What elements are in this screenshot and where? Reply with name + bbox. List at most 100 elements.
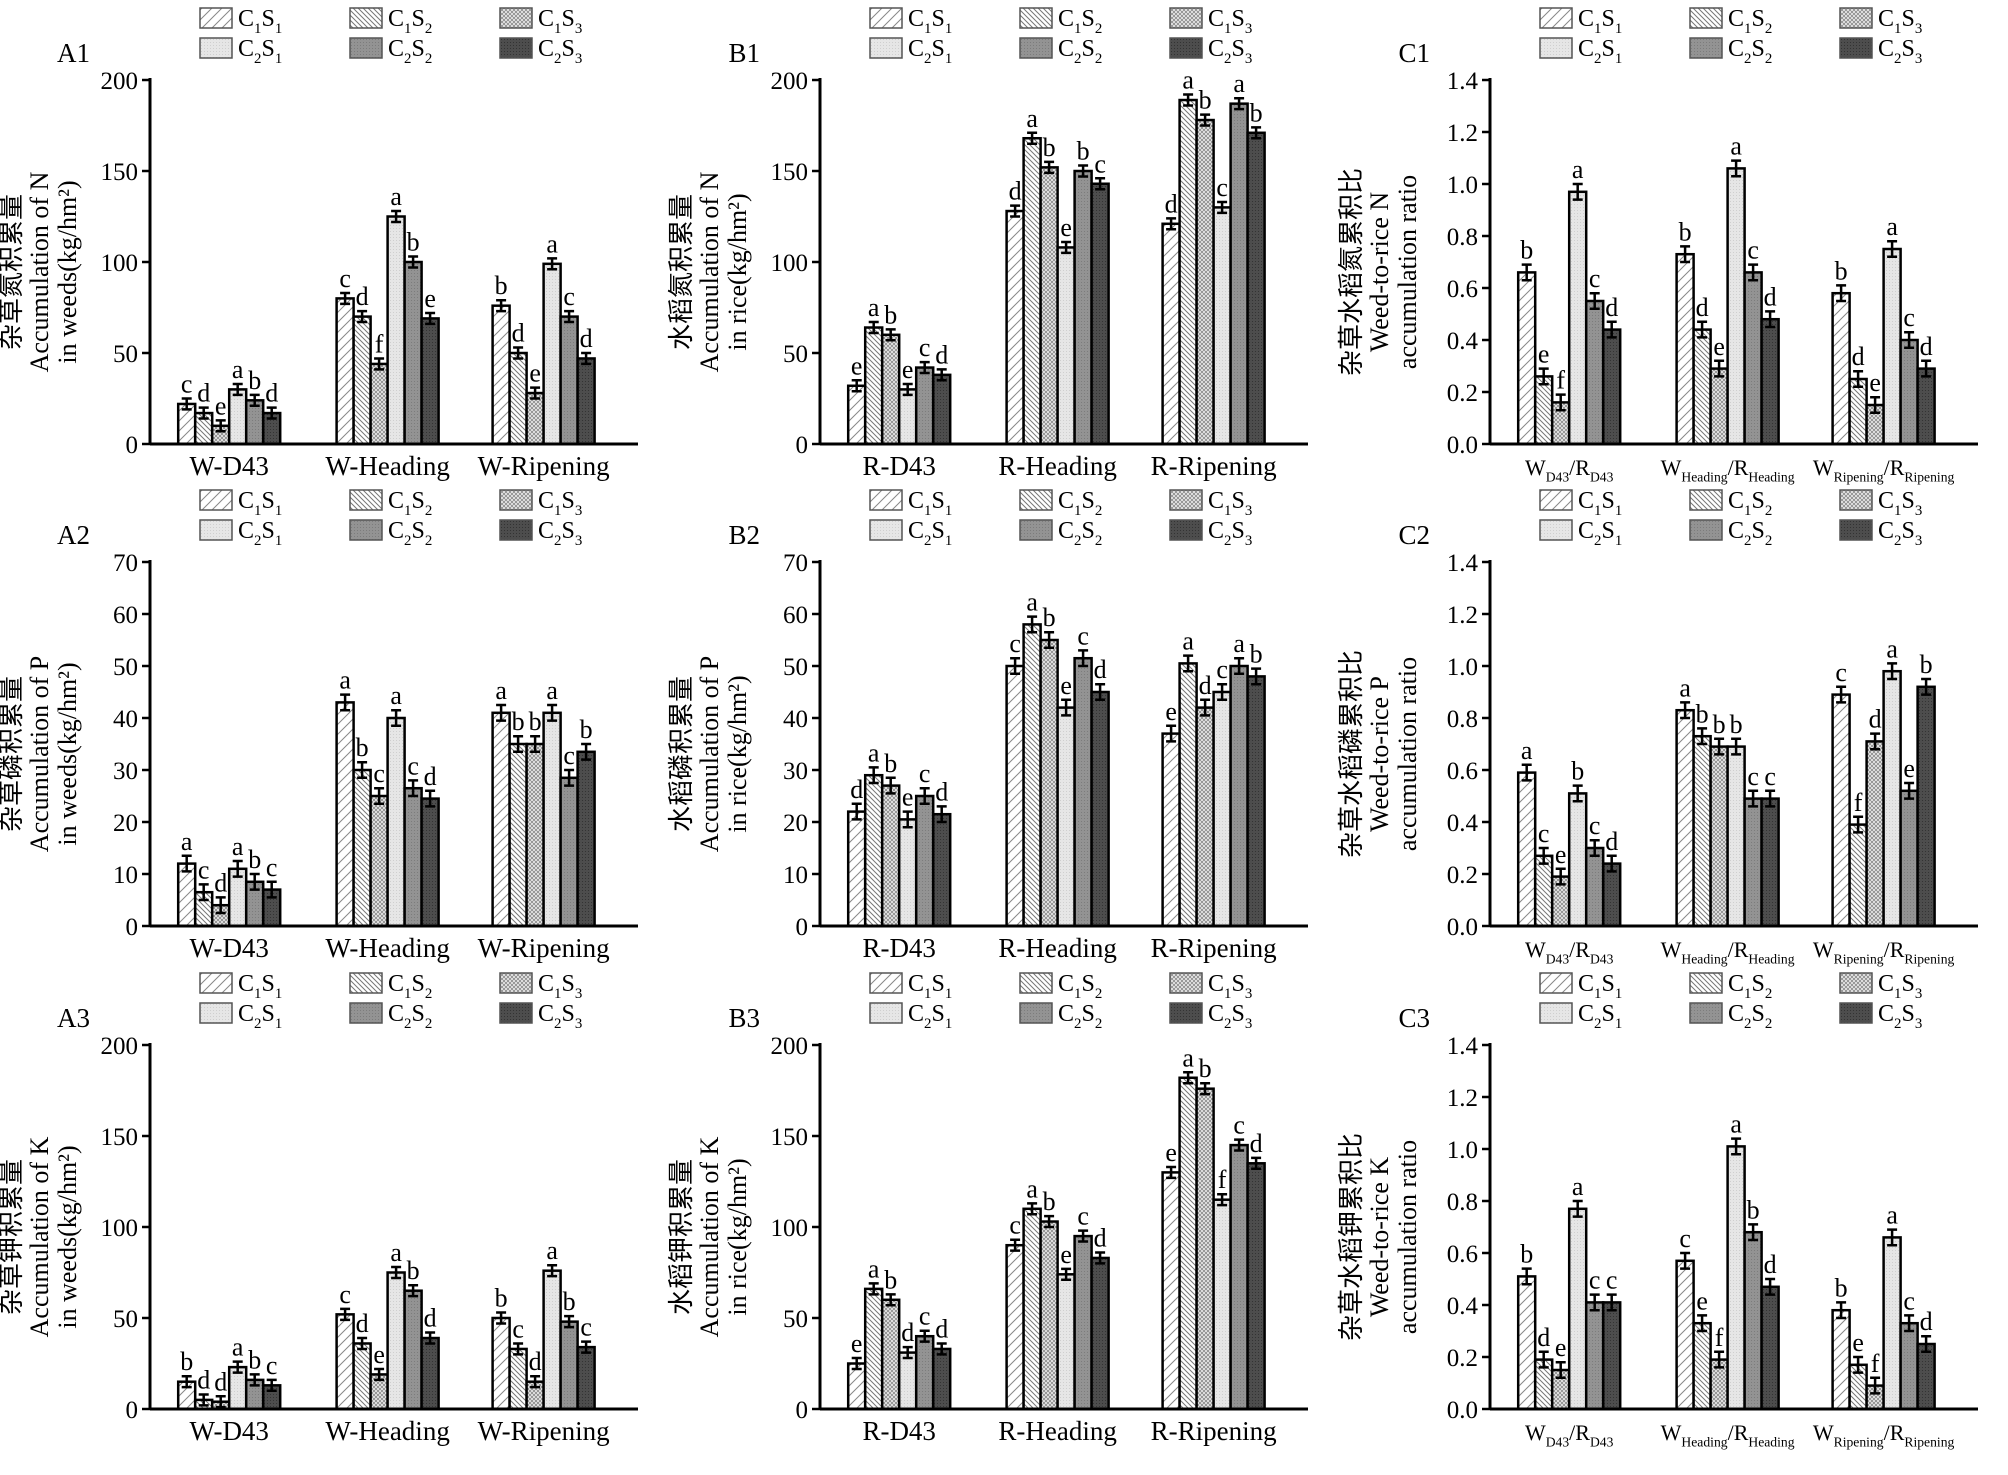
y-tick-label: 100	[101, 250, 139, 277]
error-bar	[530, 386, 541, 400]
text-part: C	[538, 6, 554, 32]
significance-letter: c	[919, 1302, 931, 1331]
error-bar	[1078, 649, 1089, 668]
significance-letter: a	[390, 1238, 402, 1267]
y-tick-label: 10	[113, 862, 138, 889]
bar	[352, 1342, 372, 1411]
text-part: C	[538, 1001, 554, 1027]
bar	[1743, 797, 1763, 928]
bar	[1195, 118, 1215, 446]
error-bar	[1606, 854, 1617, 873]
subscript: 2	[254, 51, 261, 67]
legend-label: C1S1	[1578, 6, 1622, 37]
error-bar	[425, 311, 436, 326]
chart-panel-B2: B2 0 10 20 30 40 50 60 70 水稻磷积累量 Accumulation of P…	[667, 488, 1308, 963]
error-bar	[1010, 1238, 1021, 1252]
y-tick-label: 200	[101, 1033, 139, 1060]
y-axis-label-line: in weeds(kg/hm²)	[53, 662, 82, 845]
subscript: 2	[1744, 1016, 1751, 1032]
significance-letter: a	[1182, 627, 1194, 656]
significance-letter: a	[868, 1254, 880, 1283]
subscript: 2	[425, 21, 432, 37]
subscript: 2	[1594, 51, 1601, 67]
legend-label: C2S3	[538, 36, 582, 67]
legend-label: C1S3	[1878, 6, 1922, 37]
significance-letter: c	[181, 370, 193, 399]
bar	[1073, 1234, 1093, 1411]
error-bar	[1697, 727, 1708, 746]
subscript: 1	[1615, 21, 1622, 37]
subscript: 2	[924, 533, 931, 549]
text-part: W-D43	[189, 933, 268, 963]
significance-letter: b	[1730, 710, 1743, 739]
error-bar	[496, 1311, 507, 1325]
subscript: 1	[945, 503, 952, 519]
error-bar	[1234, 1138, 1245, 1152]
bar	[1899, 338, 1919, 446]
error-bar	[1521, 763, 1532, 782]
significance-letter: b	[407, 228, 420, 257]
text-part: C	[388, 488, 404, 514]
subscript: 3	[575, 503, 582, 519]
y-tick-label: 50	[113, 341, 138, 368]
bar	[1899, 1321, 1919, 1411]
text-part: R-Ripening	[1151, 1416, 1277, 1446]
panel-label: C1	[1398, 38, 1430, 68]
significance-letter: b	[563, 1287, 576, 1316]
text-part: /R	[1728, 937, 1749, 962]
significance-letter: d	[529, 1347, 542, 1376]
subscript: 1	[275, 51, 282, 67]
error-bar	[249, 872, 260, 891]
text-part: C	[1878, 971, 1894, 997]
legend-label: C1S2	[1058, 971, 1102, 1002]
subscript: 3	[1915, 51, 1922, 67]
subscript: 1	[1744, 21, 1751, 37]
bar	[880, 333, 901, 446]
legend-label: C1S2	[388, 971, 432, 1002]
bar	[576, 1345, 596, 1411]
panel-label: B2	[728, 520, 760, 550]
bar	[1178, 662, 1198, 928]
bar	[1831, 693, 1851, 928]
legend-label: C1S2	[388, 488, 432, 519]
legend-label: C1S1	[238, 6, 282, 37]
legend-swatch	[1839, 37, 1873, 59]
bar	[1882, 1236, 1902, 1411]
text-part: C	[908, 518, 924, 544]
legend-swatch	[1169, 972, 1203, 994]
significance-letter: d	[935, 1314, 948, 1343]
error-bar	[496, 703, 507, 722]
y-tick-label: 20	[113, 810, 138, 837]
subscript: 2	[1765, 533, 1772, 549]
y-axis-label-line: Accumulation of N	[25, 171, 54, 372]
error-bar	[1555, 867, 1566, 886]
text-part: C	[1208, 518, 1224, 544]
text-part: W	[1661, 455, 1682, 480]
subscript: D43	[1590, 470, 1614, 485]
error-bar	[885, 328, 896, 342]
significance-letter: b	[529, 707, 542, 736]
legend-swatch	[1839, 1002, 1873, 1024]
bar	[420, 317, 440, 446]
legend-swatch	[349, 37, 383, 59]
error-bar	[1200, 1081, 1211, 1096]
y-axis-label-line: in rice(kg/hm²)	[723, 193, 752, 350]
legend-swatch	[199, 972, 233, 994]
legend-label: C1S2	[1728, 6, 1772, 37]
error-bar	[408, 255, 419, 269]
significance-letter: d	[424, 1304, 437, 1333]
bar	[846, 1362, 867, 1411]
y-tick-label: 50	[783, 341, 808, 368]
significance-letter: c	[1077, 1202, 1089, 1231]
significance-letter: f	[1715, 1323, 1724, 1352]
bar	[863, 773, 884, 928]
text-part: S	[1231, 488, 1244, 514]
legend-swatch	[1839, 519, 1873, 541]
bar	[897, 818, 918, 928]
error-bar	[1217, 682, 1228, 702]
significance-letter: a	[868, 293, 880, 322]
text-part: C	[1728, 971, 1744, 997]
text-part: S	[1601, 36, 1614, 62]
subscript: 1	[275, 503, 282, 519]
